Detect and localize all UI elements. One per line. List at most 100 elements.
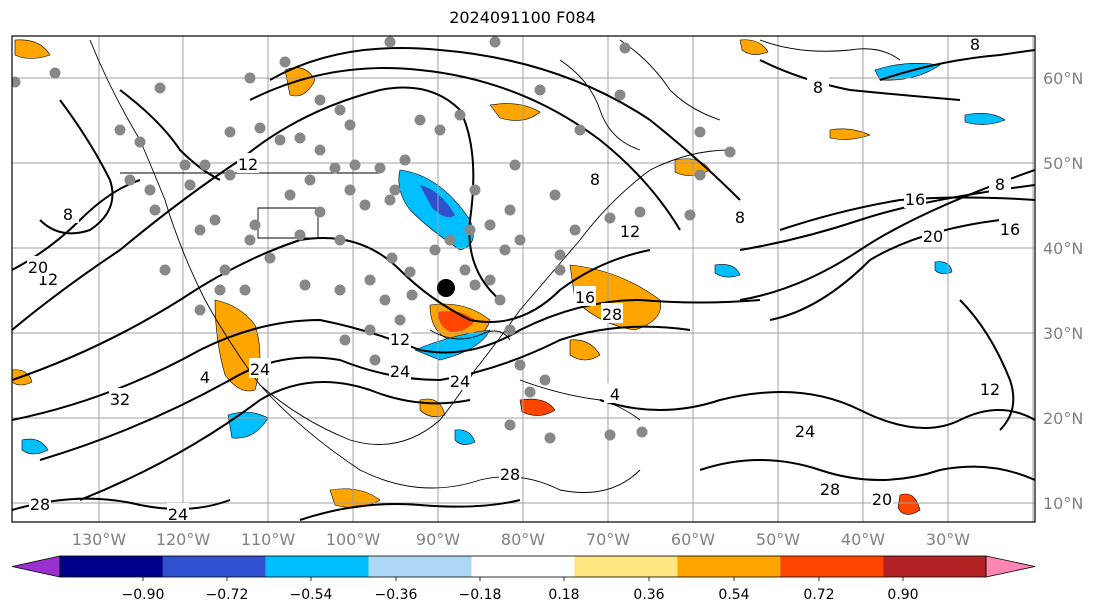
station-dot xyxy=(399,154,411,166)
colorbar-tick: 0.72 xyxy=(803,587,834,603)
contour-label: 28 xyxy=(30,495,50,514)
station-dot xyxy=(554,264,566,276)
contour-label: 28 xyxy=(500,465,520,484)
colorbar-tick: −0.18 xyxy=(459,587,502,603)
station-dot xyxy=(114,124,126,136)
station-dot xyxy=(389,184,401,196)
station-dot xyxy=(434,124,446,136)
lon-label: 80°W xyxy=(501,530,545,549)
contour-label: 8 xyxy=(735,208,745,227)
station-dot xyxy=(364,324,376,336)
station-dot xyxy=(469,184,481,196)
shaded-negative-areas xyxy=(21,63,1006,455)
colorbar-tick: 0.36 xyxy=(633,587,664,603)
station-dot xyxy=(239,284,251,296)
station-dot xyxy=(604,212,616,224)
contour-label: 4 xyxy=(610,385,620,404)
station-dot xyxy=(539,374,551,386)
station-dot xyxy=(344,184,356,196)
map-frame xyxy=(11,35,1036,523)
station-dot xyxy=(379,294,391,306)
colorbar-segment xyxy=(883,556,986,577)
station-dot xyxy=(254,122,266,134)
station-dot xyxy=(499,244,511,256)
station-dot xyxy=(144,184,156,196)
contour-label: 12 xyxy=(390,330,410,349)
station-dot xyxy=(544,432,556,444)
station-dot xyxy=(464,224,476,236)
colorbar-segment xyxy=(780,556,884,577)
colorbar xyxy=(11,555,1036,578)
lon-label: 130°W xyxy=(72,530,127,549)
station-dot xyxy=(604,429,616,441)
colorbar-segment xyxy=(574,556,678,577)
station-dot xyxy=(384,194,396,206)
lon-label: 40°W xyxy=(841,530,885,549)
colorbar-extend-high xyxy=(985,555,1036,578)
contour-label: 28 xyxy=(602,305,622,324)
lon-label: 120°W xyxy=(156,530,211,549)
lat-label: 60°N xyxy=(1043,69,1083,88)
station-dot xyxy=(614,89,626,101)
contour-label: 16 xyxy=(1000,220,1020,239)
station-dot xyxy=(684,209,696,221)
colorbar-extend-low xyxy=(11,555,61,578)
station-dot xyxy=(569,224,581,236)
station-dot xyxy=(524,386,536,398)
station-dot xyxy=(344,119,356,131)
station-dot xyxy=(504,324,516,336)
contour-label: 20 xyxy=(923,227,943,246)
colorbar-segment xyxy=(471,556,575,577)
station-dot xyxy=(364,274,376,286)
station-dot xyxy=(294,132,306,144)
station-dot xyxy=(444,234,456,246)
coastlines xyxy=(89,39,901,493)
station-dot xyxy=(404,266,416,278)
contour-label: 12 xyxy=(980,380,1000,399)
station-dot xyxy=(394,314,406,326)
station-dot xyxy=(124,174,136,186)
station-dot xyxy=(406,289,418,301)
contour-label: 8 xyxy=(590,170,600,189)
station-dot xyxy=(274,134,286,146)
station-dot xyxy=(359,199,371,211)
contour-label: 28 xyxy=(820,480,840,499)
lat-label: 50°N xyxy=(1043,154,1083,173)
contour-label: 24 xyxy=(250,360,270,379)
station-dot xyxy=(724,146,736,158)
station-dot xyxy=(154,82,166,94)
station-dot xyxy=(314,206,326,218)
station-dot xyxy=(329,162,341,174)
station-dot xyxy=(554,249,566,261)
station-dot xyxy=(209,214,221,226)
lat-label: 30°N xyxy=(1043,324,1083,343)
station-dot xyxy=(494,294,506,306)
station-dot xyxy=(384,36,396,48)
station-dot xyxy=(249,219,261,231)
station-dot xyxy=(574,124,586,136)
station-dot xyxy=(304,174,316,186)
station-dot xyxy=(534,84,546,96)
contour-label: 20 xyxy=(872,490,892,509)
lon-label: 90°W xyxy=(416,530,460,549)
station-dot xyxy=(549,189,561,201)
lat-label: 20°N xyxy=(1043,409,1083,428)
station-dot xyxy=(514,234,526,246)
station-dot xyxy=(244,234,256,246)
station-dot xyxy=(184,179,196,191)
station-dot xyxy=(489,36,501,48)
station-dot xyxy=(194,224,206,236)
colorbar-segment xyxy=(60,556,163,577)
contour-labels: 8888881212121212161616202020242424242428… xyxy=(27,36,1021,522)
colorbar-tick: −0.72 xyxy=(206,587,249,603)
lon-label: 110°W xyxy=(241,530,296,549)
black-dot-marker xyxy=(437,279,455,297)
map-title: 2024091100 F084 xyxy=(449,8,596,27)
contour-label: 16 xyxy=(905,190,925,209)
graticule-lines xyxy=(12,36,1035,522)
lat-label: 40°N xyxy=(1043,239,1083,258)
latitude-labels: 60°N 50°N 40°N 30°N 20°N 10°N xyxy=(1043,69,1083,513)
station-dot xyxy=(484,219,496,231)
station-dot xyxy=(429,244,441,256)
